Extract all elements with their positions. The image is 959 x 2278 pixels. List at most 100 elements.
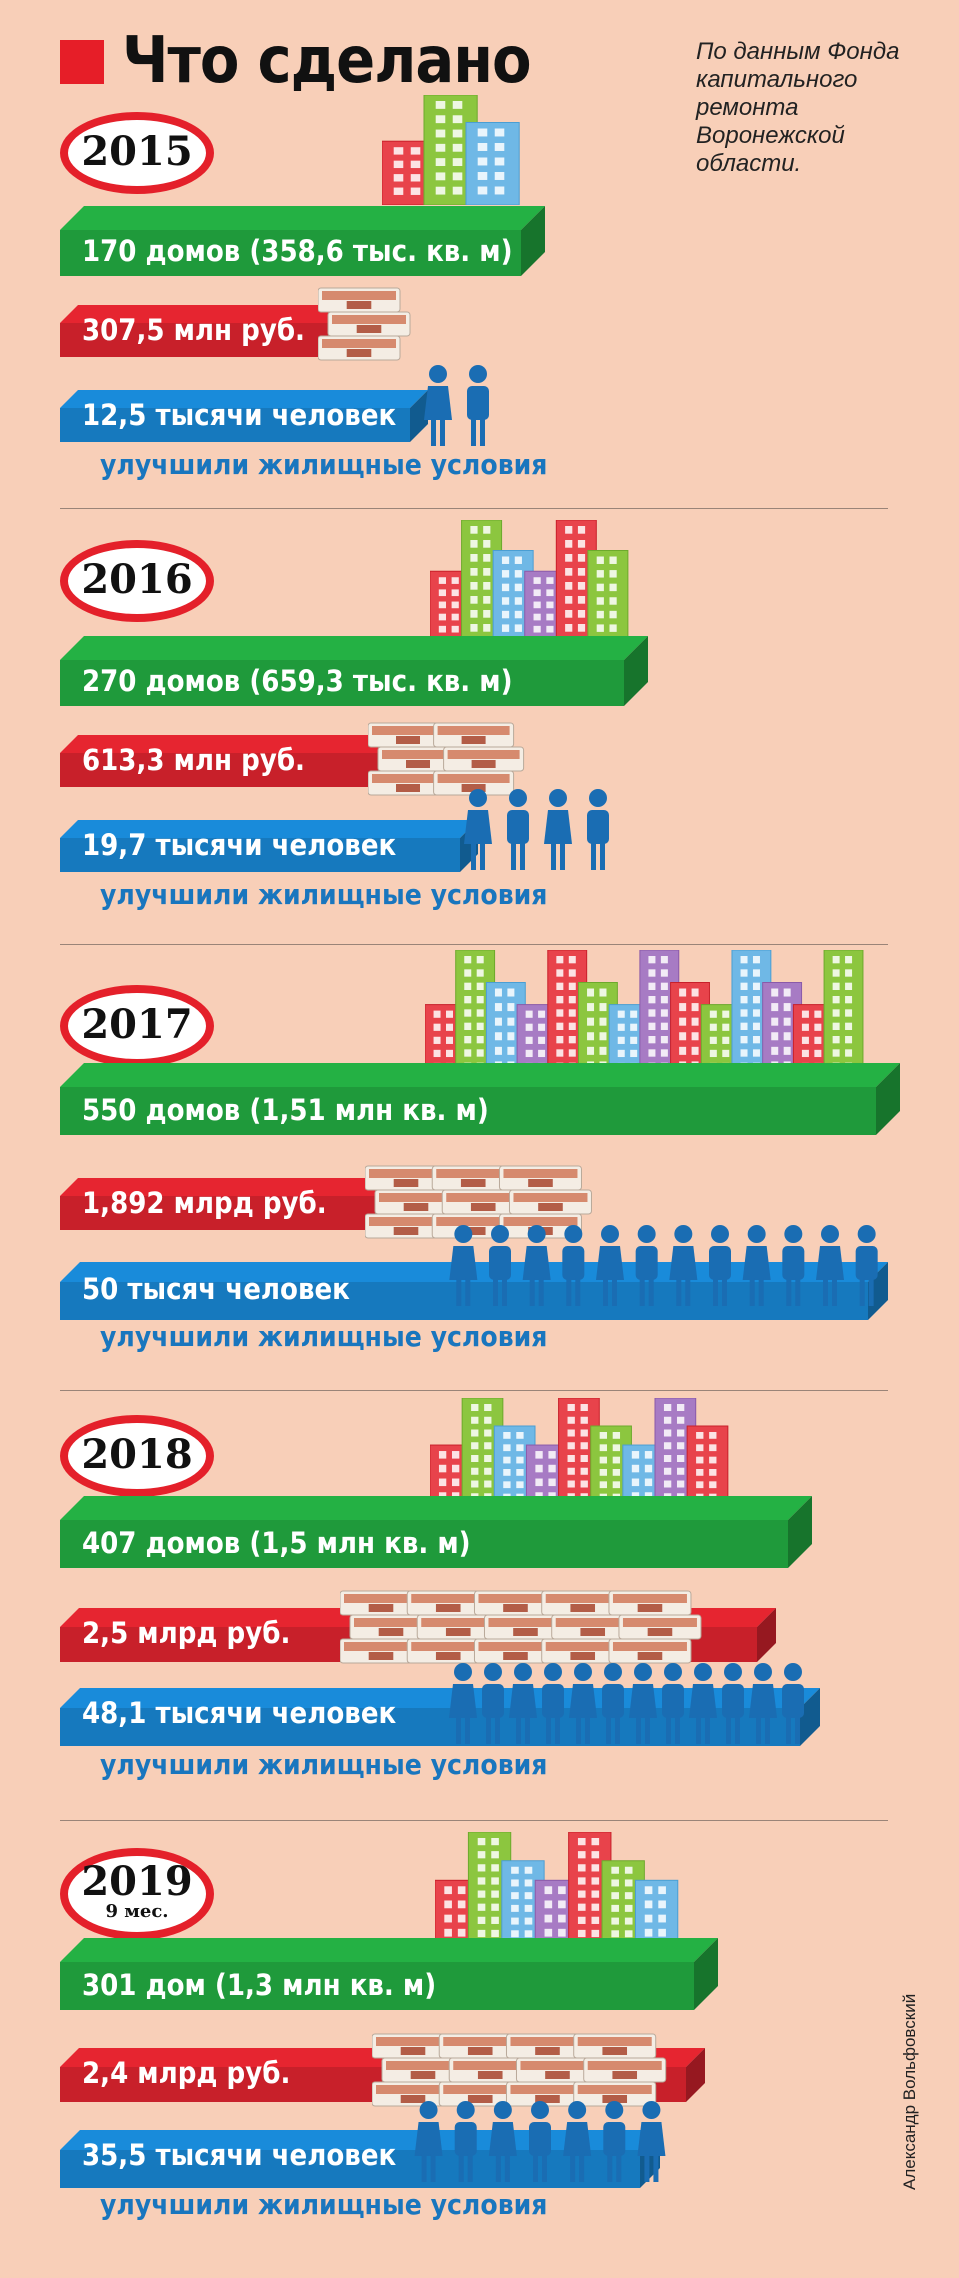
divider: [60, 508, 888, 509]
buildings-icon: [424, 949, 865, 1081]
people-icon: [410, 2098, 670, 2186]
year-badge: 2016: [60, 540, 214, 622]
person-icon: [662, 1663, 684, 1744]
money-stack-icon: [339, 1565, 780, 1665]
people-drawing: [449, 1225, 878, 1306]
person-icon: [635, 1225, 658, 1306]
page-title: Что сделано: [122, 24, 532, 98]
bar-side: [800, 1688, 820, 1746]
bar-side: [757, 1608, 776, 1662]
banknote-stack: [541, 1590, 625, 1616]
houses-bar: 550 домов (1,51 млн кв. м): [60, 1063, 900, 1135]
person-icon: [782, 1225, 805, 1306]
people-label: 35,5 тысячи человек: [82, 2138, 397, 2172]
person-icon: [563, 2101, 592, 2182]
people-drawing: [414, 2101, 666, 2182]
houses-bar: 407 домов (1,5 млн кв. м): [60, 1496, 812, 1568]
building: [823, 949, 864, 1081]
bar-side: [876, 1063, 900, 1135]
houses-bar: 301 дом (1,3 млн кв. м): [60, 1938, 718, 2010]
bar-top: [60, 820, 478, 838]
bar-top: [60, 1063, 900, 1087]
people-icon: [445, 1222, 885, 1312]
money-bar: 307,5 млн руб.: [60, 305, 350, 357]
banknote-stack: [608, 1590, 692, 1616]
year-label: 2015: [81, 128, 193, 175]
bar-front: [60, 660, 624, 706]
bar-front: [60, 1962, 694, 2010]
improved-caption: улучшили жилищные условия: [100, 2188, 548, 2221]
bar-shape: [60, 820, 478, 872]
bar-shape: [60, 1496, 812, 1568]
year-badge: 2018: [60, 1415, 214, 1497]
buildings-drawing: [424, 949, 864, 1081]
banknote-stack: [433, 722, 515, 748]
bar-front: [60, 230, 521, 276]
person-icon: [522, 1225, 551, 1306]
building: [634, 1879, 679, 1948]
year-label: 2017: [81, 1001, 193, 1048]
bar-top: [60, 1496, 812, 1520]
banknote-stack: [618, 1614, 702, 1640]
money-stack-icon: [367, 705, 528, 797]
person-icon: [855, 1225, 878, 1306]
buildings-icon: [434, 1831, 680, 1948]
person-icon: [587, 789, 609, 870]
banknote-stack: [498, 1165, 582, 1191]
money-label: 1,892 млрд руб.: [82, 1186, 327, 1220]
red-square-icon: [60, 40, 104, 84]
year-badge: 2015: [60, 112, 214, 194]
bar-shape: [60, 206, 545, 276]
bar-top: [60, 206, 545, 230]
person-icon: [709, 1225, 731, 1306]
person-icon: [489, 1225, 511, 1306]
bar-front: [60, 323, 332, 357]
person-icon: [449, 1225, 478, 1306]
person-icon: [482, 1663, 504, 1744]
buildings-icon: [429, 519, 630, 643]
banknote-stack: [583, 2057, 667, 2083]
people-drawing: [424, 365, 489, 446]
divider: [60, 1390, 888, 1391]
people-drawing: [464, 789, 609, 870]
year-sublabel: 9 мес.: [105, 1901, 169, 1922]
buildings-drawing: [381, 94, 520, 206]
bar-side: [521, 206, 545, 276]
bar-front: [60, 753, 422, 787]
people-drawing: [449, 1663, 804, 1744]
person-icon: [749, 1663, 777, 1744]
bar-shape: [60, 1063, 900, 1135]
people-bar: 12,5 тысячи человек: [60, 390, 428, 442]
person-icon: [467, 365, 489, 446]
bar-top: [60, 1938, 718, 1962]
bar-top: [60, 735, 440, 753]
person-icon: [602, 1663, 624, 1744]
person-icon: [637, 2101, 666, 2182]
banknote-stack: [327, 311, 411, 337]
bar-shape: [60, 1938, 718, 2010]
money-bar: 613,3 млн руб.: [60, 735, 440, 787]
buildings-drawing: [429, 1397, 729, 1511]
banknote-stack: [377, 746, 459, 772]
money-drawing: [317, 287, 411, 361]
banknote-stack: [406, 1638, 490, 1664]
money-label: 307,5 млн руб.: [82, 313, 305, 347]
money-drawing: [367, 722, 525, 796]
bar-shape: [60, 636, 648, 706]
person-icon: [562, 1225, 585, 1306]
houses-label: 301 дом (1,3 млн кв. м): [82, 1968, 437, 2002]
money-label: 2,4 млрд руб.: [82, 2056, 291, 2090]
bar-shape: [60, 735, 440, 787]
person-icon: [544, 789, 572, 870]
people-label: 48,1 тысячи человек: [82, 1696, 397, 1730]
person-icon: [669, 1225, 698, 1306]
bar-shape: [60, 390, 428, 442]
people-bar: 19,7 тысячи человек: [60, 820, 478, 872]
person-icon: [464, 789, 492, 870]
year-badge: 2017: [60, 985, 214, 1067]
person-icon: [449, 1663, 477, 1744]
houses-bar: 270 домов (659,3 тыс. кв. м): [60, 636, 648, 706]
money-drawing: [339, 1590, 702, 1664]
people-icon: [458, 786, 618, 872]
